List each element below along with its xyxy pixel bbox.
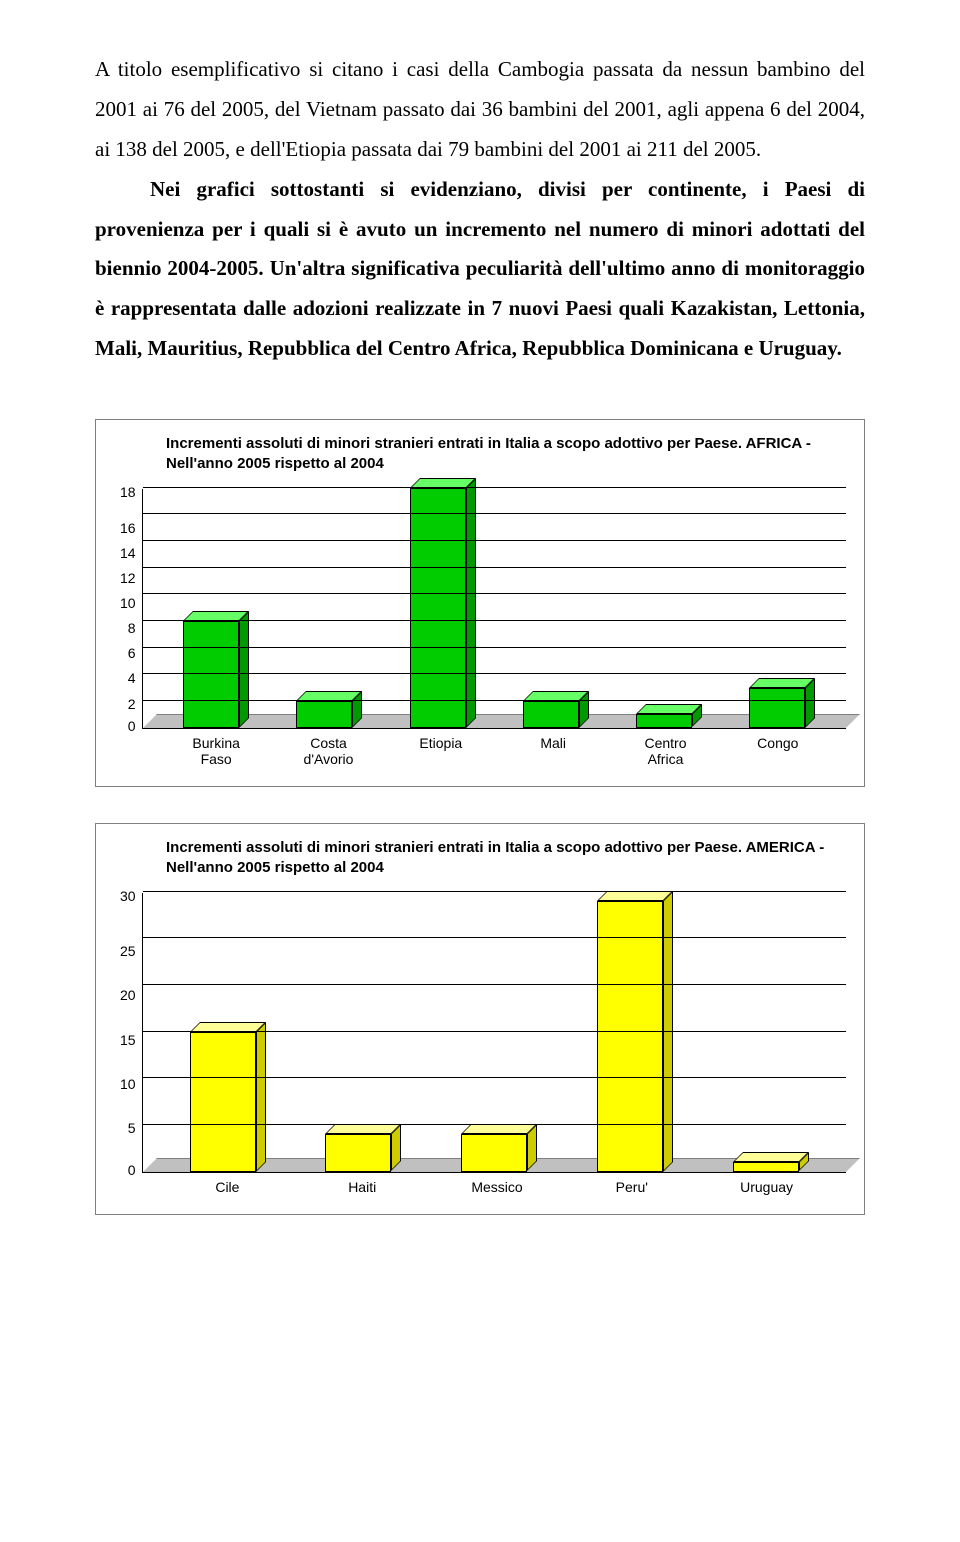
- x-label: Peru': [564, 1179, 699, 1196]
- bar-front: [749, 688, 805, 728]
- x-label: Haiti: [295, 1179, 430, 1196]
- chart-america-bars: [143, 893, 846, 1172]
- bar: [183, 621, 239, 728]
- bar-front: [461, 1134, 527, 1171]
- grid-line: [143, 567, 846, 568]
- bar: [636, 714, 692, 727]
- x-label: Uruguay: [699, 1179, 834, 1196]
- paragraph-1: A titolo esemplificativo si citano i cas…: [95, 50, 865, 170]
- x-label: Etiopia: [385, 735, 497, 769]
- x-label: Congo: [722, 735, 834, 769]
- bar-front: [597, 901, 663, 1172]
- chart-africa-yaxis: 181614121086420: [120, 489, 142, 729]
- y-tick: 5: [128, 1121, 136, 1135]
- grid-line: [143, 891, 846, 892]
- chart-africa-plot: [142, 489, 846, 729]
- y-tick: 10: [120, 1077, 136, 1091]
- chart-africa-xlabels: BurkinaFasoCostad'AvorioEtiopiaMaliCentr…: [148, 729, 846, 769]
- bar-front: [733, 1162, 799, 1171]
- grid-line: [143, 620, 846, 621]
- y-tick: 10: [120, 596, 136, 610]
- x-label: Costad'Avorio: [272, 735, 384, 769]
- chart-america-area: 302520151050: [114, 893, 846, 1173]
- y-tick: 18: [120, 484, 136, 498]
- bar: [410, 488, 466, 728]
- chart-america-yaxis: 302520151050: [120, 893, 142, 1173]
- bar: [325, 1134, 391, 1171]
- chart-africa-bars: [143, 489, 846, 728]
- x-label: CentroAfrica: [609, 735, 721, 769]
- chart-america-plot: [142, 893, 846, 1173]
- bar: [461, 1134, 527, 1171]
- bar-front: [183, 621, 239, 728]
- x-label: Messico: [430, 1179, 565, 1196]
- grid-line: [143, 513, 846, 514]
- body-text: A titolo esemplificativo si citano i cas…: [95, 50, 865, 369]
- grid-line: [143, 984, 846, 985]
- bar: [733, 1162, 799, 1171]
- chart-africa-area: 181614121086420: [114, 489, 846, 729]
- y-tick: 15: [120, 1033, 136, 1047]
- grid-line: [143, 1031, 846, 1032]
- y-tick: 16: [120, 521, 136, 535]
- grid-line: [143, 593, 846, 594]
- y-tick: 20: [120, 988, 136, 1002]
- bar: [597, 901, 663, 1172]
- y-tick: 0: [128, 719, 136, 733]
- y-tick: 12: [120, 571, 136, 585]
- y-tick: 8: [128, 621, 136, 635]
- y-tick: 30: [120, 889, 136, 903]
- chart-america-xlabels: CileHaitiMessicoPeru'Uruguay: [148, 1173, 846, 1196]
- bar-front: [190, 1032, 256, 1172]
- grid-line: [143, 1077, 846, 1078]
- bar-front: [636, 714, 692, 727]
- y-tick: 6: [128, 646, 136, 660]
- y-tick: 2: [128, 697, 136, 711]
- chart-africa: Incrementi assoluti di minori stranieri …: [95, 419, 865, 787]
- grid-line: [143, 1124, 846, 1125]
- bar-side: [239, 611, 249, 728]
- grid-line: [143, 700, 846, 701]
- grid-line: [143, 647, 846, 648]
- bar: [296, 701, 352, 728]
- y-tick: 0: [128, 1163, 136, 1177]
- bar: [523, 701, 579, 728]
- bar-front: [325, 1134, 391, 1171]
- x-label: Mali: [497, 735, 609, 769]
- y-tick: 25: [120, 944, 136, 958]
- bar-top: [325, 1124, 401, 1134]
- chart-africa-title: Incrementi assoluti di minori stranieri …: [166, 434, 846, 475]
- y-tick: 4: [128, 671, 136, 685]
- bar-side: [256, 1022, 266, 1172]
- paragraph-2: Nei grafici sottostanti si evidenziano, …: [95, 170, 865, 369]
- bar: [749, 688, 805, 728]
- chart-america-title: Incrementi assoluti di minori stranieri …: [166, 838, 846, 879]
- bar-top: [733, 1152, 809, 1162]
- grid-line: [143, 937, 846, 938]
- grid-line: [143, 673, 846, 674]
- bar-front: [410, 488, 466, 728]
- bar-top: [461, 1124, 537, 1134]
- x-label: Cile: [160, 1179, 295, 1196]
- chart-america: Incrementi assoluti di minori stranieri …: [95, 823, 865, 1214]
- x-label: BurkinaFaso: [160, 735, 272, 769]
- bar-front: [523, 701, 579, 728]
- bar-top: [597, 891, 673, 901]
- bar-top: [636, 704, 702, 714]
- bar-top: [749, 678, 815, 688]
- grid-line: [143, 540, 846, 541]
- grid-line: [143, 487, 846, 488]
- bar: [190, 1032, 256, 1172]
- bar-side: [466, 478, 476, 728]
- y-tick: 14: [120, 546, 136, 560]
- bar-front: [296, 701, 352, 728]
